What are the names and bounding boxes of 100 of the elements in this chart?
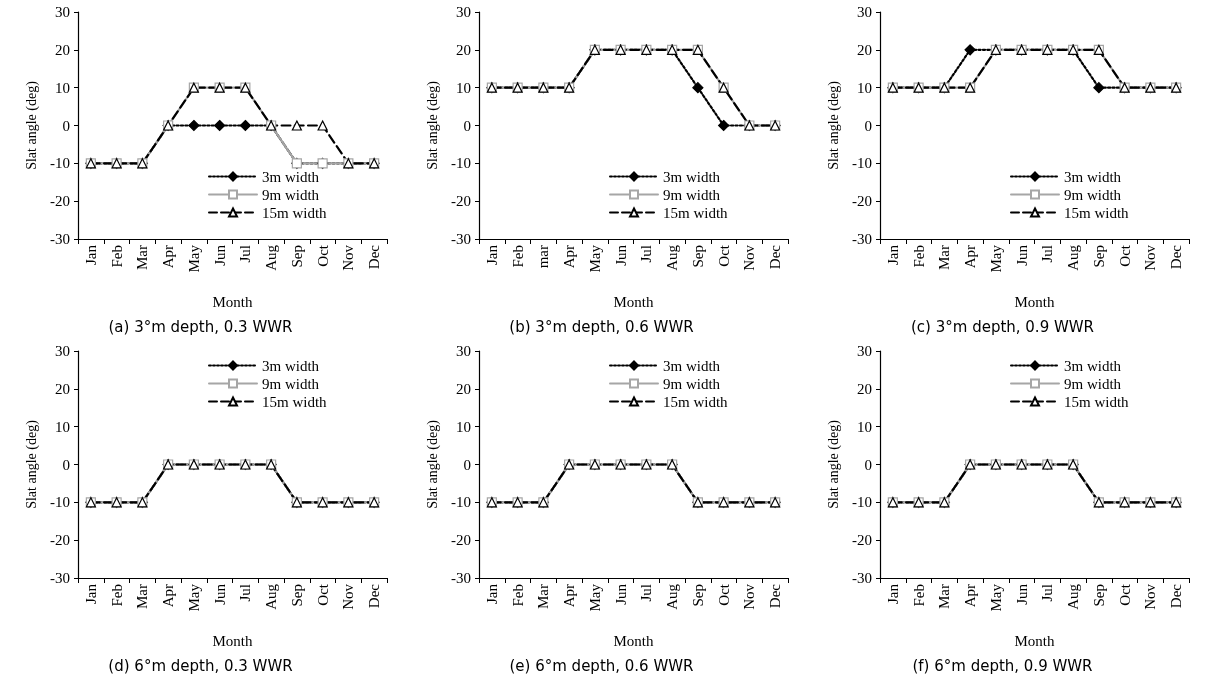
x-tick-label: Dec — [767, 583, 784, 609]
x-tick-label: mar — [535, 245, 552, 269]
y-axis-title: Slat angle (deg) — [23, 80, 40, 170]
x-tick-label: Jun — [1013, 583, 1030, 605]
y-tick-label: 30 — [857, 343, 872, 359]
y-tick-label: 20 — [456, 41, 471, 58]
y-tick-label: -20 — [852, 532, 872, 549]
x-tick-label: Jun — [612, 583, 629, 605]
x-tick-label: Jul — [638, 584, 655, 602]
x-tick-label: Apr — [160, 245, 177, 269]
x-tick-label: Apr — [160, 584, 177, 608]
y-tick-label: -10 — [451, 155, 471, 172]
x-tick-label: May — [185, 583, 202, 612]
y-tick-label: -30 — [852, 231, 872, 247]
x-tick-label: Aug — [1065, 244, 1082, 271]
y-tick-label: -10 — [50, 494, 70, 511]
y-tick-label: 30 — [456, 4, 471, 20]
x-axis-title: Month — [613, 632, 654, 649]
x-tick-label: Apr — [962, 584, 979, 608]
text: (e) 6°m depth, 0.6 WWR — [509, 656, 694, 675]
text: (d) 6°m depth, 0.3 WWR — [108, 656, 293, 675]
x-tick-label: May — [586, 244, 603, 273]
x-tick-label: Feb — [108, 245, 125, 268]
legend-label: 3m width — [262, 357, 320, 374]
x-tick-label: May — [185, 244, 202, 273]
x-tick-label: Oct — [715, 583, 732, 606]
x-tick-label: Jun — [612, 244, 629, 266]
y-tick-label: -10 — [852, 494, 872, 511]
x-tick-label: Apr — [962, 245, 979, 269]
x-tick-label: May — [987, 244, 1004, 273]
x-axis-title: Month — [1014, 293, 1055, 310]
x-tick-label: Feb — [108, 584, 125, 607]
legend-label: 9m width — [262, 186, 320, 203]
y-tick-label: 10 — [857, 418, 872, 435]
y-tick-label: 30 — [55, 343, 70, 359]
y-tick-label: -10 — [852, 155, 872, 172]
legend-label: 9m width — [663, 375, 721, 392]
x-tick-label: Mar — [134, 584, 151, 609]
x-tick-label: Jan — [82, 583, 99, 604]
y-tick-label: -30 — [852, 570, 872, 586]
y-tick-label: 30 — [55, 4, 70, 20]
x-tick-label: Jul — [1039, 584, 1056, 602]
y-tick-label: -30 — [451, 570, 471, 586]
x-tick-label: Oct — [314, 583, 331, 606]
x-tick-label: Jun — [211, 583, 228, 605]
legend-label: 15m width — [1064, 204, 1130, 221]
x-axis-title: Month — [212, 293, 253, 310]
y-tick-label: -30 — [50, 570, 70, 586]
x-tick-label: Sep — [288, 245, 305, 268]
x-tick-label: Jul — [237, 584, 254, 602]
x-axis-title: Month — [613, 293, 654, 310]
y-tick-label: 0 — [864, 456, 872, 473]
x-tick-label: Aug — [263, 244, 280, 271]
y-tick-label: -20 — [451, 532, 471, 549]
legend-label: 3m width — [1064, 357, 1122, 374]
x-tick-label: Feb — [910, 584, 927, 607]
y-tick-label: 20 — [857, 380, 872, 397]
x-tick-label: Apr — [561, 584, 578, 608]
y-tick-label: 0 — [463, 456, 471, 473]
y-tick-label: 0 — [463, 117, 471, 134]
y-tick-label: -10 — [50, 155, 70, 172]
x-tick-label: Feb — [910, 245, 927, 268]
x-tick-label: Dec — [366, 583, 383, 609]
legend-label: 9m width — [262, 375, 320, 392]
y-axis-title: Slat angle (deg) — [825, 419, 842, 509]
x-axis-title: Month — [1014, 632, 1055, 649]
y-tick-label: 20 — [857, 41, 872, 58]
text: (c) 3°m depth, 0.9 WWR — [910, 317, 1095, 336]
legend-label: 3m width — [262, 168, 320, 185]
y-tick-label: -20 — [50, 532, 70, 549]
x-tick-label: Jan — [884, 244, 901, 265]
x-tick-label: Oct — [715, 244, 732, 267]
x-tick-label: Mar — [134, 245, 151, 270]
x-tick-label: Jul — [1039, 245, 1056, 263]
y-tick-label: 10 — [456, 418, 471, 435]
y-tick-label: 0 — [62, 117, 70, 134]
y-tick-label: 30 — [456, 343, 471, 359]
y-tick-label: -20 — [852, 193, 872, 210]
x-tick-label: Nov — [340, 583, 357, 610]
x-tick-label: Sep — [1090, 584, 1107, 607]
x-tick-label: Aug — [1065, 583, 1082, 610]
x-tick-label: Aug — [664, 583, 681, 610]
legend-label: 15m width — [663, 393, 729, 410]
y-tick-label: 10 — [55, 418, 70, 435]
x-tick-label: Mar — [936, 584, 953, 609]
y-tick-label: 10 — [857, 79, 872, 96]
x-tick-label: May — [987, 583, 1004, 612]
legend-label: 3m width — [663, 357, 721, 374]
y-axis-title: Slat angle (deg) — [23, 419, 40, 509]
x-tick-label: Mar — [936, 245, 953, 270]
x-tick-label: Nov — [741, 583, 758, 610]
y-tick-label: 20 — [55, 380, 70, 397]
x-tick-label: Nov — [1142, 244, 1159, 271]
y-tick-label: 0 — [62, 456, 70, 473]
legend-label: 3m width — [1064, 168, 1122, 185]
x-tick-label: Sep — [1090, 245, 1107, 268]
y-tick-label: 10 — [456, 79, 471, 96]
x-tick-label: Mar — [535, 584, 552, 609]
y-tick-label: 30 — [857, 4, 872, 20]
legend-label: 9m width — [663, 186, 721, 203]
